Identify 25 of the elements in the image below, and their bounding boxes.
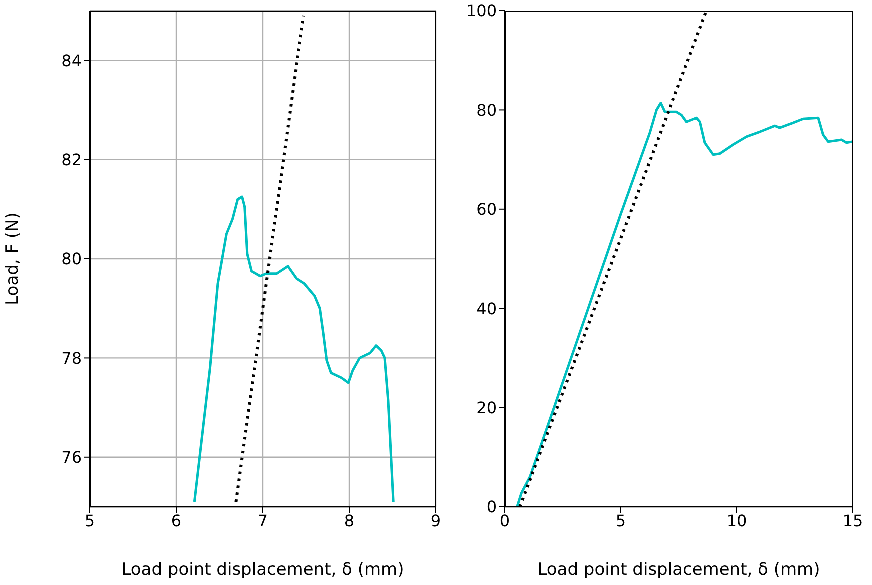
y-axis-title: Load, F (N) <box>3 212 24 306</box>
x-axis-title: Load point displacement, δ (mm) <box>122 560 404 580</box>
x-tick-label: 9 <box>430 511 442 530</box>
y-tick-label: 76 <box>62 448 82 468</box>
line-series <box>193 196 395 504</box>
y-tick-label: 80 <box>62 250 82 269</box>
y-tick-label: 20 <box>476 398 497 418</box>
y-tick-label: 82 <box>62 150 82 170</box>
x-tick-label: 7 <box>258 511 268 530</box>
y-tick-label: 78 <box>62 348 82 368</box>
x-tick-label: 10 <box>726 511 748 530</box>
x-tick-label: 15 <box>842 511 864 530</box>
y-tick-label: 80 <box>476 100 497 120</box>
x-tick-label: 5 <box>616 511 626 530</box>
y-tick-label: 60 <box>476 200 497 220</box>
y-tick-label: 100 <box>466 2 497 21</box>
x-tick-label: 0 <box>500 511 510 530</box>
y-tick-label: 40 <box>476 299 497 318</box>
y-tick-label: 84 <box>62 51 82 70</box>
x-tick-label: 5 <box>84 511 96 530</box>
x-tick-label: 8 <box>344 511 355 530</box>
line-series <box>516 102 853 507</box>
x-tick-label: 6 <box>171 511 182 530</box>
x-axis-title: Load point displacement, δ (mm) <box>538 560 820 580</box>
y-tick-label: 0 <box>486 498 497 517</box>
